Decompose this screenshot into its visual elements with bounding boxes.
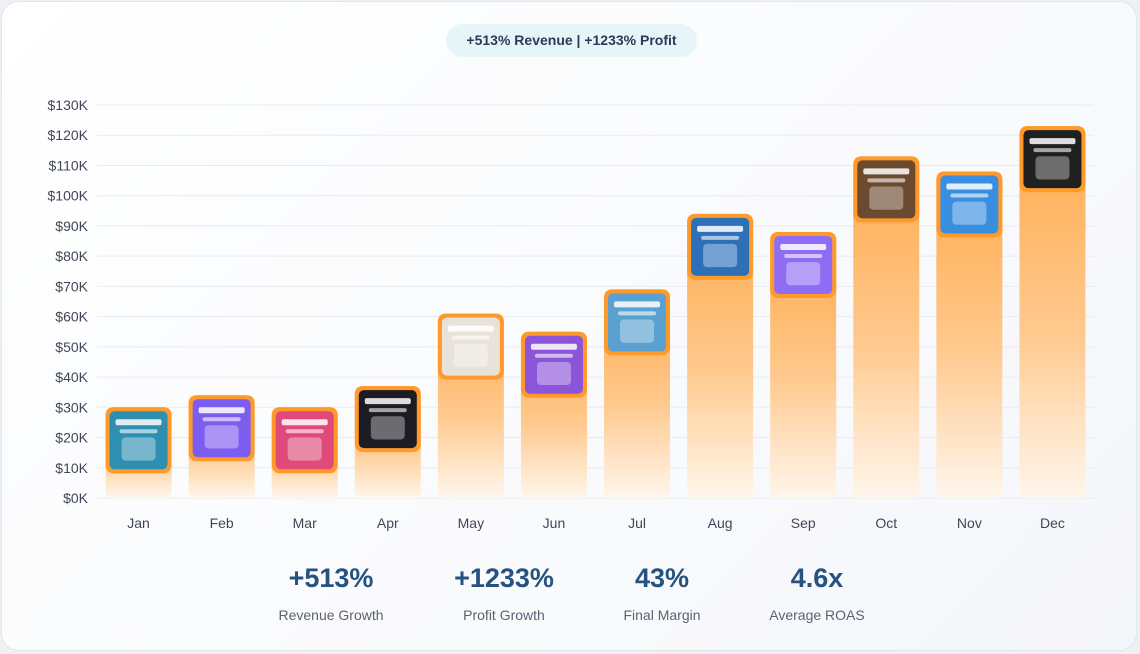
thumbnail-subline <box>534 353 573 358</box>
stat-value: 43% <box>634 563 690 593</box>
stat-label: Profit Growth <box>463 607 545 623</box>
y-tick-label: $110K <box>49 157 89 173</box>
y-tick-label: $50K <box>55 339 88 355</box>
x-tick-label: Nov <box>957 515 982 531</box>
revenue-bar-chart: $0K $10K $20K $30K $40K $50K $60K $70K $80K $90K $… <box>48 97 1094 531</box>
bar <box>687 213 754 499</box>
stat-profit-growth: +1233% Profit Growth <box>414 562 594 623</box>
y-tick-label: $30K <box>55 399 88 415</box>
x-tick-label: Jan <box>127 515 150 531</box>
thumbnail-subline <box>451 335 490 340</box>
thumbnail-subline <box>784 253 823 258</box>
ad-thumbnail <box>608 293 667 352</box>
stat-revenue-growth: +513% Revenue Growth <box>241 562 421 623</box>
thumbnail-headline <box>780 243 827 250</box>
thumbnail-product <box>287 437 322 461</box>
thumbnail-subline <box>368 408 407 413</box>
y-tick-label: $10K <box>55 460 88 476</box>
y-tick-label: $20K <box>55 430 88 446</box>
x-tick-label: Dec <box>1040 515 1065 531</box>
y-tick-label: $90K <box>55 218 88 234</box>
x-tick-label: May <box>458 515 484 531</box>
thumbnail-subline <box>701 235 740 240</box>
ad-thumbnail <box>857 160 916 219</box>
y-tick-label: $40K <box>55 369 88 385</box>
thumbnail-headline <box>115 419 162 426</box>
ad-thumbnail <box>441 317 500 376</box>
x-tick-label: Feb <box>210 515 234 531</box>
thumbnail-headline <box>530 343 577 350</box>
thumbnail-headline <box>863 168 910 175</box>
y-tick-label: $130K <box>48 97 89 113</box>
ad-thumbnail <box>691 217 750 276</box>
thumbnail-product <box>370 416 405 440</box>
thumbnail-product <box>869 186 904 210</box>
thumbnail-headline <box>1029 138 1076 145</box>
stat-average-roas: 4.6x Average ROAS <box>727 562 907 623</box>
thumbnail-product <box>1035 156 1070 180</box>
stat-label: Final Margin <box>623 607 701 623</box>
thumbnail-subline <box>285 429 324 434</box>
thumbnail-subline <box>618 311 657 316</box>
ad-thumbnail <box>275 411 334 470</box>
x-tick-label: Jul <box>628 515 646 531</box>
x-tick-label: Mar <box>293 515 317 531</box>
ad-thumbnail <box>192 399 251 458</box>
y-tick-label: $80K <box>55 248 88 264</box>
stat-value: +1233% <box>454 563 554 593</box>
thumbnail-product <box>121 437 156 461</box>
ad-thumbnail <box>109 411 168 470</box>
stat-label: Average ROAS <box>769 607 865 623</box>
thumbnail-headline <box>281 419 328 426</box>
thumbnail-product <box>620 319 655 343</box>
x-tick-label: Apr <box>377 515 399 531</box>
thumbnail-headline <box>447 325 494 332</box>
thumbnail-product <box>786 262 821 286</box>
stat-value: 4.6x <box>790 563 844 593</box>
thumbnail-headline <box>697 225 744 232</box>
thumbnail-product <box>703 243 738 268</box>
ad-thumbnail <box>524 335 583 394</box>
y-tick-label: $60K <box>55 309 88 325</box>
stat-final-margin: 43% Final Margin <box>572 562 752 623</box>
thumbnail-subline <box>950 193 989 198</box>
thumbnail-product <box>952 201 987 225</box>
thumbnail-product <box>204 425 239 449</box>
x-tick-label: Aug <box>708 515 733 531</box>
thumbnail-subline <box>202 417 241 422</box>
thumbnail-headline <box>364 398 411 405</box>
thumbnail-subline <box>867 178 906 183</box>
bar <box>770 231 837 498</box>
thumbnail-product <box>453 343 488 367</box>
ad-thumbnail <box>774 235 833 294</box>
ad-thumbnail <box>940 175 999 234</box>
bar <box>1019 126 1086 499</box>
ad-thumbnail <box>1023 130 1082 189</box>
y-tick-label: $0K <box>63 490 89 506</box>
stat-label: Revenue Growth <box>278 607 384 623</box>
summary-badge: +513% Revenue | +1233% Profit <box>446 24 697 57</box>
stat-value: +513% <box>288 563 374 593</box>
x-tick-label: Jun <box>543 515 566 531</box>
thumbnail-headline <box>198 407 245 414</box>
y-tick-label: $70K <box>55 278 88 294</box>
thumbnail-product <box>536 361 571 386</box>
x-tick-label: Sep <box>791 515 816 531</box>
thumbnail-headline <box>946 183 993 190</box>
thumbnail-subline <box>119 429 158 434</box>
y-tick-label: $100K <box>48 188 89 204</box>
bar <box>853 156 920 498</box>
y-tick-label: $120K <box>48 127 89 143</box>
bar <box>936 171 1003 498</box>
thumbnail-subline <box>1033 148 1072 153</box>
ad-thumbnail <box>358 390 417 449</box>
x-tick-label: Oct <box>875 515 897 531</box>
thumbnail-headline <box>614 301 661 308</box>
